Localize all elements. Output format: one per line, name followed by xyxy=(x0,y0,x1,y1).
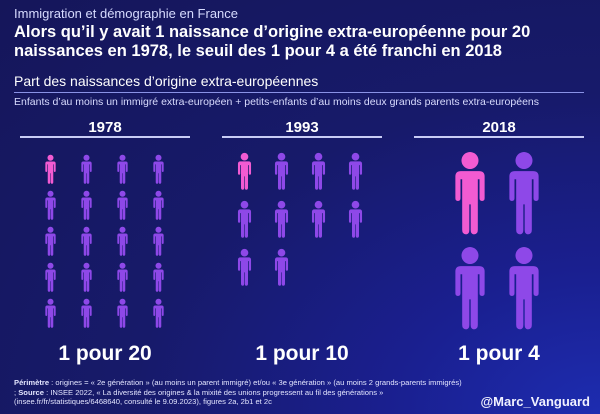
person-1978 xyxy=(81,226,92,256)
person-icon xyxy=(81,298,92,328)
person-icon xyxy=(311,152,326,190)
person-1978 xyxy=(153,154,164,184)
person-icon xyxy=(274,248,289,286)
person-1993 xyxy=(237,200,252,238)
person-1978 xyxy=(81,190,92,220)
person-icon xyxy=(274,152,289,190)
ratio-label-1978: 1 pour 20 xyxy=(58,342,152,365)
person-icon xyxy=(81,190,92,220)
person-icon xyxy=(455,152,485,235)
person-1978 xyxy=(117,262,128,292)
perimetre-label: Périmètre xyxy=(14,378,50,387)
person-icon xyxy=(274,200,289,238)
person-1978 xyxy=(117,154,128,184)
definition-caption: Enfants d’au moins un immigré extra-euro… xyxy=(14,96,540,108)
person-1978 xyxy=(117,190,128,220)
ratio-label-1993: 1 pour 10 xyxy=(255,342,349,365)
person-icon xyxy=(348,200,363,238)
footnote: Périmètre : origines = « 2e génération »… xyxy=(14,378,464,407)
person-1993 xyxy=(274,248,289,286)
column-1978: 1978 xyxy=(20,119,190,138)
person-2018 xyxy=(509,247,539,330)
source-label: Source xyxy=(18,387,44,397)
person-1978 xyxy=(153,298,164,328)
person-icon xyxy=(237,200,252,238)
person-icon xyxy=(117,154,128,184)
subtitle-divider xyxy=(14,92,584,93)
person-icon xyxy=(348,152,363,190)
year-underline xyxy=(20,136,190,138)
person-2018 xyxy=(455,247,485,330)
year-underline xyxy=(414,136,584,138)
author-handle: @Marc_Vanguard xyxy=(480,394,591,409)
year-label: 1978 xyxy=(88,119,122,136)
source-text: : INSEE 2022, « La diversité des origine… xyxy=(14,387,384,407)
person-highlight-1993 xyxy=(237,152,252,190)
person-1978 xyxy=(81,262,92,292)
person-icon xyxy=(117,226,128,256)
person-1993 xyxy=(311,152,326,190)
person-1978 xyxy=(117,226,128,256)
kicker: Immigration et démographie en France xyxy=(14,6,239,21)
person-1993 xyxy=(274,152,289,190)
person-icon xyxy=(153,262,164,292)
person-1978 xyxy=(117,298,128,328)
person-2018 xyxy=(509,152,539,235)
person-icon xyxy=(455,247,485,330)
person-icon xyxy=(237,152,252,190)
person-1993 xyxy=(311,200,326,238)
person-1978 xyxy=(81,298,92,328)
year-label: 1993 xyxy=(285,119,319,136)
year-underline xyxy=(222,136,382,138)
person-icon xyxy=(81,262,92,292)
person-1978 xyxy=(45,226,56,256)
person-1978 xyxy=(153,190,164,220)
person-icon xyxy=(153,298,164,328)
person-icon xyxy=(45,190,56,220)
perimetre-text: : origines = « 2e génération » (au moins… xyxy=(14,378,462,397)
person-icon xyxy=(81,226,92,256)
person-icon xyxy=(45,298,56,328)
year-label: 2018 xyxy=(482,119,516,136)
person-icon xyxy=(311,200,326,238)
person-icon xyxy=(45,226,56,256)
person-icon xyxy=(117,262,128,292)
person-icon xyxy=(153,226,164,256)
person-icon xyxy=(153,154,164,184)
person-icon xyxy=(45,262,56,292)
person-1978 xyxy=(153,262,164,292)
person-1993 xyxy=(274,200,289,238)
person-1978 xyxy=(45,262,56,292)
person-1978 xyxy=(45,298,56,328)
person-icon xyxy=(117,298,128,328)
person-highlight-2018 xyxy=(455,152,485,235)
person-1978 xyxy=(81,154,92,184)
person-highlight-1978 xyxy=(45,154,56,184)
chart-title: Alors qu’il y avait 1 naissance d’origin… xyxy=(14,23,531,60)
person-icon xyxy=(153,190,164,220)
person-icon xyxy=(45,154,56,184)
person-1993 xyxy=(348,152,363,190)
column-2018: 2018 xyxy=(414,119,584,138)
column-1993: 1993 xyxy=(222,119,382,138)
person-1993 xyxy=(237,248,252,286)
ratio-label-2018: 1 pour 4 xyxy=(458,342,540,365)
person-1993 xyxy=(348,200,363,238)
person-icon xyxy=(237,248,252,286)
person-1978 xyxy=(45,190,56,220)
person-icon xyxy=(117,190,128,220)
person-1978 xyxy=(153,226,164,256)
person-icon xyxy=(509,247,539,330)
chart-subtitle: Part des naissances d’origine extra-euro… xyxy=(14,73,319,89)
person-icon xyxy=(81,154,92,184)
person-icon xyxy=(509,152,539,235)
